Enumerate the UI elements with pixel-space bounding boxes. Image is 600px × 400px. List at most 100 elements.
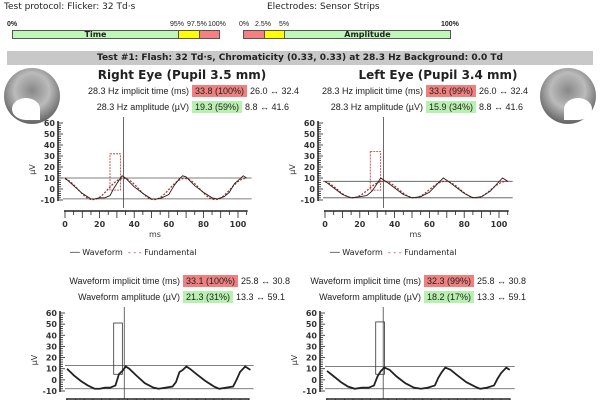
- legend-fundamental: Fundamental: [404, 248, 457, 257]
- y-tick-label: 60: [304, 119, 316, 128]
- measurement-value: 15.9 (34%): [426, 101, 477, 113]
- y-tick-label: -10: [301, 196, 316, 205]
- waveform-line: [326, 366, 511, 390]
- measurement-row: 28.3 Hz implicit time (ms) 33.8 (100%) 26.…: [79, 85, 299, 97]
- left-eye-title: Left Eye (Pupil 3.4 mm): [358, 68, 518, 82]
- normal-range: 26.0 ↔ 32.4: [250, 86, 300, 96]
- measurement-value: 33.6 (99%): [426, 85, 477, 97]
- right-eye-image: [4, 68, 60, 124]
- right-eye-title: Right Eye (Pupil 3.5 mm): [97, 68, 267, 82]
- normal-range-box: [375, 321, 385, 375]
- x-tick-label: 0: [62, 220, 68, 229]
- y-tick-label: 40: [304, 141, 316, 150]
- y-tick-label: 40: [44, 141, 56, 150]
- measurement-label: 28.3 Hz implicit time (ms): [321, 86, 423, 96]
- y-tick-label: 10: [44, 174, 56, 183]
- scale-label: 95%: [170, 21, 185, 28]
- electrodes: Electrodes: Sensor Strips: [267, 2, 380, 12]
- waveform-legend-icon: ──: [330, 248, 340, 257]
- measurement-value: 33.1 (100%): [183, 275, 239, 287]
- measurement-label: 28.3 Hz implicit time (ms): [87, 86, 189, 96]
- y-tick-label: 40: [306, 331, 318, 340]
- scale-label: 97.5%: [187, 21, 207, 28]
- y-tick-label: 10: [46, 365, 58, 374]
- left-eye-image: [540, 68, 596, 124]
- scale-label: 2.5%: [255, 21, 271, 28]
- normal-range-box: [113, 322, 123, 375]
- measurement-row: Waveform amplitude (µV) 21.3 (31%) 13.3 ↔ …: [62, 291, 285, 303]
- measurement-row: Waveform implicit time (ms) 32.3 (99%) 25.…: [303, 275, 526, 287]
- normal-range-box: [369, 151, 382, 191]
- measurement-label: 28.3 Hz amplitude (µV): [96, 102, 189, 112]
- right-legend: ── Waveform ‑ ‑ ‑ Fundamental: [70, 248, 197, 257]
- x-tick-label: 100: [230, 220, 247, 229]
- waveform-line: [66, 365, 251, 390]
- y-tick-label: 0: [309, 185, 315, 194]
- fundamental-legend-icon: ‑ ‑ ‑: [385, 248, 402, 257]
- normal-range: 13.3 ↔ 59.1: [477, 292, 527, 302]
- y-tick-label: 10: [306, 365, 318, 374]
- measurement-row: Waveform amplitude (µV) 18.2 (17%) 13.3 ↔ …: [303, 291, 526, 303]
- y-tick-label: 20: [304, 163, 316, 172]
- measurement-label: Waveform amplitude (µV): [78, 292, 180, 302]
- measurement-value: 33.8 (100%): [192, 85, 248, 97]
- y-tick-label: 20: [44, 163, 56, 172]
- test-protocol: Test protocol: Flicker: 32 Td·s: [4, 2, 136, 12]
- x-tick-label: 60: [424, 220, 436, 229]
- x-tick-label: 100: [491, 220, 508, 229]
- y-axis-label: µV: [290, 354, 299, 365]
- y-axis-label: µV: [30, 354, 39, 365]
- measurement-label: Waveform implicit time (ms): [310, 276, 421, 286]
- normal-range: 26.0 ↔ 32.4: [479, 86, 529, 96]
- legend-waveform: Waveform: [82, 248, 123, 257]
- y-tick-label: -10: [303, 387, 318, 396]
- scale-label: 0%: [239, 21, 250, 28]
- left-legend: ── Waveform ‑ ‑ ‑ Fundamental: [330, 248, 457, 257]
- y-tick-label: 50: [304, 130, 316, 139]
- legend-fundamental: Fundamental: [144, 248, 197, 257]
- y-tick-label: 60: [306, 309, 318, 318]
- measurement-label: Waveform amplitude (µV): [319, 292, 421, 302]
- y-axis-label: µV: [28, 164, 37, 175]
- y-tick-label: 20: [46, 354, 58, 363]
- measurement-row: 28.3 Hz implicit time (ms) 33.6 (99%) 26.0…: [313, 85, 528, 97]
- measurement-label: 28.3 Hz amplitude (µV): [330, 102, 423, 112]
- scale-label: 5%: [279, 21, 290, 28]
- amp-bar-normal: Amplitude: [284, 30, 451, 39]
- waveform-line: [64, 175, 247, 200]
- normal-range-box: [109, 153, 121, 191]
- measurement-value: 19.3 (59%): [192, 101, 243, 113]
- scale-label: 100%: [208, 21, 226, 28]
- normal-range: 25.8 ↔ 30.8: [477, 276, 527, 286]
- time-bar-abnormal: [199, 30, 220, 39]
- measurement-label: Waveform implicit time (ms): [69, 276, 180, 286]
- x-tick-label: 0: [322, 220, 328, 229]
- y-tick-label: 0: [311, 376, 317, 385]
- y-tick-label: 30: [304, 152, 316, 161]
- y-axis-label: µV: [288, 164, 297, 175]
- fundamental-line: [64, 177, 247, 201]
- y-tick-label: 50: [306, 320, 318, 329]
- y-tick-label: -10: [41, 196, 56, 205]
- x-tick-label: 40: [389, 220, 401, 229]
- x-tick-label: 80: [459, 220, 471, 229]
- y-tick-label: 50: [44, 130, 56, 139]
- y-tick-label: 60: [44, 119, 56, 128]
- y-tick-label: 60: [46, 309, 58, 318]
- measurement-row: 28.3 Hz amplitude (µV) 19.3 (59%) 8.8 ↔ 41…: [79, 101, 289, 113]
- measurement-value: 18.2 (17%): [424, 291, 475, 303]
- fundamental-line: [324, 180, 508, 199]
- x-axis-label: ms: [149, 230, 161, 239]
- y-tick-label: 50: [46, 320, 58, 329]
- y-tick-label: 30: [306, 342, 318, 351]
- measurement-value: 21.3 (31%): [183, 291, 234, 303]
- x-tick-label: 40: [129, 220, 141, 229]
- measurement-row: 28.3 Hz amplitude (µV) 15.9 (34%) 8.8 ↔ 41…: [313, 101, 523, 113]
- waveform-line: [324, 177, 508, 199]
- x-axis-label: ms: [409, 230, 421, 239]
- measurement-value: 32.3 (99%): [424, 275, 475, 287]
- waveform-legend-icon: ──: [70, 248, 80, 257]
- y-tick-label: 0: [49, 185, 55, 194]
- measurement-row: Waveform implicit time (ms) 33.1 (100%) 25…: [62, 275, 290, 287]
